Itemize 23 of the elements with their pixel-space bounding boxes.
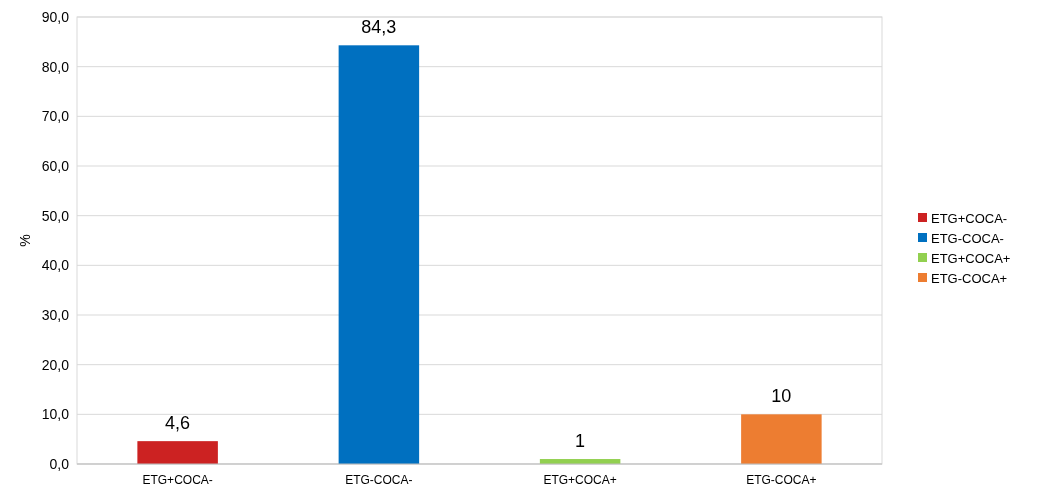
data-label: 4,6 [165,413,191,434]
data-label: 84,3 [361,17,397,38]
y-tick-label: 90,0 [41,8,70,25]
data-label: 10 [771,386,792,407]
x-tick-label: ETG-COCA- [345,473,413,487]
legend-label: ETG+COCA- [931,210,1008,226]
y-tick-label: 50,0 [41,207,70,224]
y-tick-label: 60,0 [41,157,70,174]
data-label: 1 [575,431,586,452]
legend-label: ETG+COCA+ [931,250,1011,266]
y-tick-label: 30,0 [41,306,70,323]
x-tick-label: ETG+COCA+ [543,473,617,487]
x-tick-label: ETG+COCA- [142,473,213,487]
y-tick-label: 20,0 [41,356,70,373]
y-tick-label: 10,0 [41,406,70,423]
y-tick-label: 40,0 [41,257,70,274]
x-tick-label: ETG-COCA+ [746,473,817,487]
y-tick-label: 0,0 [49,455,70,472]
legend-label: ETG-COCA- [931,230,1004,246]
legend-label: ETG-COCA+ [931,270,1008,286]
y-tick-label: 70,0 [41,108,70,125]
y-axis-title: % [17,234,33,247]
y-tick-label: 80,0 [41,58,70,75]
